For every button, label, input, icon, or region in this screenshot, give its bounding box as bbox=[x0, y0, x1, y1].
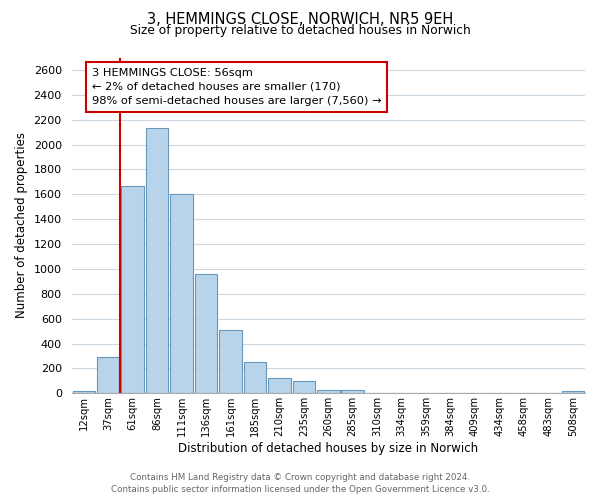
Bar bbox=[219, 330, 242, 394]
Bar bbox=[415, 392, 437, 394]
Text: 3 HEMMINGS CLOSE: 56sqm
← 2% of detached houses are smaller (170)
98% of semi-de: 3 HEMMINGS CLOSE: 56sqm ← 2% of detached… bbox=[92, 68, 382, 106]
Bar bbox=[244, 362, 266, 394]
Bar bbox=[391, 392, 413, 394]
Y-axis label: Number of detached properties: Number of detached properties bbox=[15, 132, 28, 318]
Bar bbox=[268, 378, 290, 394]
Bar bbox=[341, 390, 364, 394]
X-axis label: Distribution of detached houses by size in Norwich: Distribution of detached houses by size … bbox=[178, 442, 478, 455]
Bar bbox=[170, 194, 193, 394]
Bar bbox=[73, 391, 95, 394]
Bar bbox=[195, 274, 217, 394]
Bar bbox=[121, 186, 144, 394]
Bar bbox=[366, 392, 388, 394]
Text: 3, HEMMINGS CLOSE, NORWICH, NR5 9EH: 3, HEMMINGS CLOSE, NORWICH, NR5 9EH bbox=[147, 12, 453, 28]
Bar bbox=[97, 357, 119, 394]
Bar bbox=[293, 382, 315, 394]
Bar bbox=[317, 390, 340, 394]
Text: Size of property relative to detached houses in Norwich: Size of property relative to detached ho… bbox=[130, 24, 470, 37]
Text: Contains HM Land Registry data © Crown copyright and database right 2024.
Contai: Contains HM Land Registry data © Crown c… bbox=[110, 472, 490, 494]
Bar bbox=[146, 128, 169, 394]
Bar bbox=[562, 391, 584, 394]
